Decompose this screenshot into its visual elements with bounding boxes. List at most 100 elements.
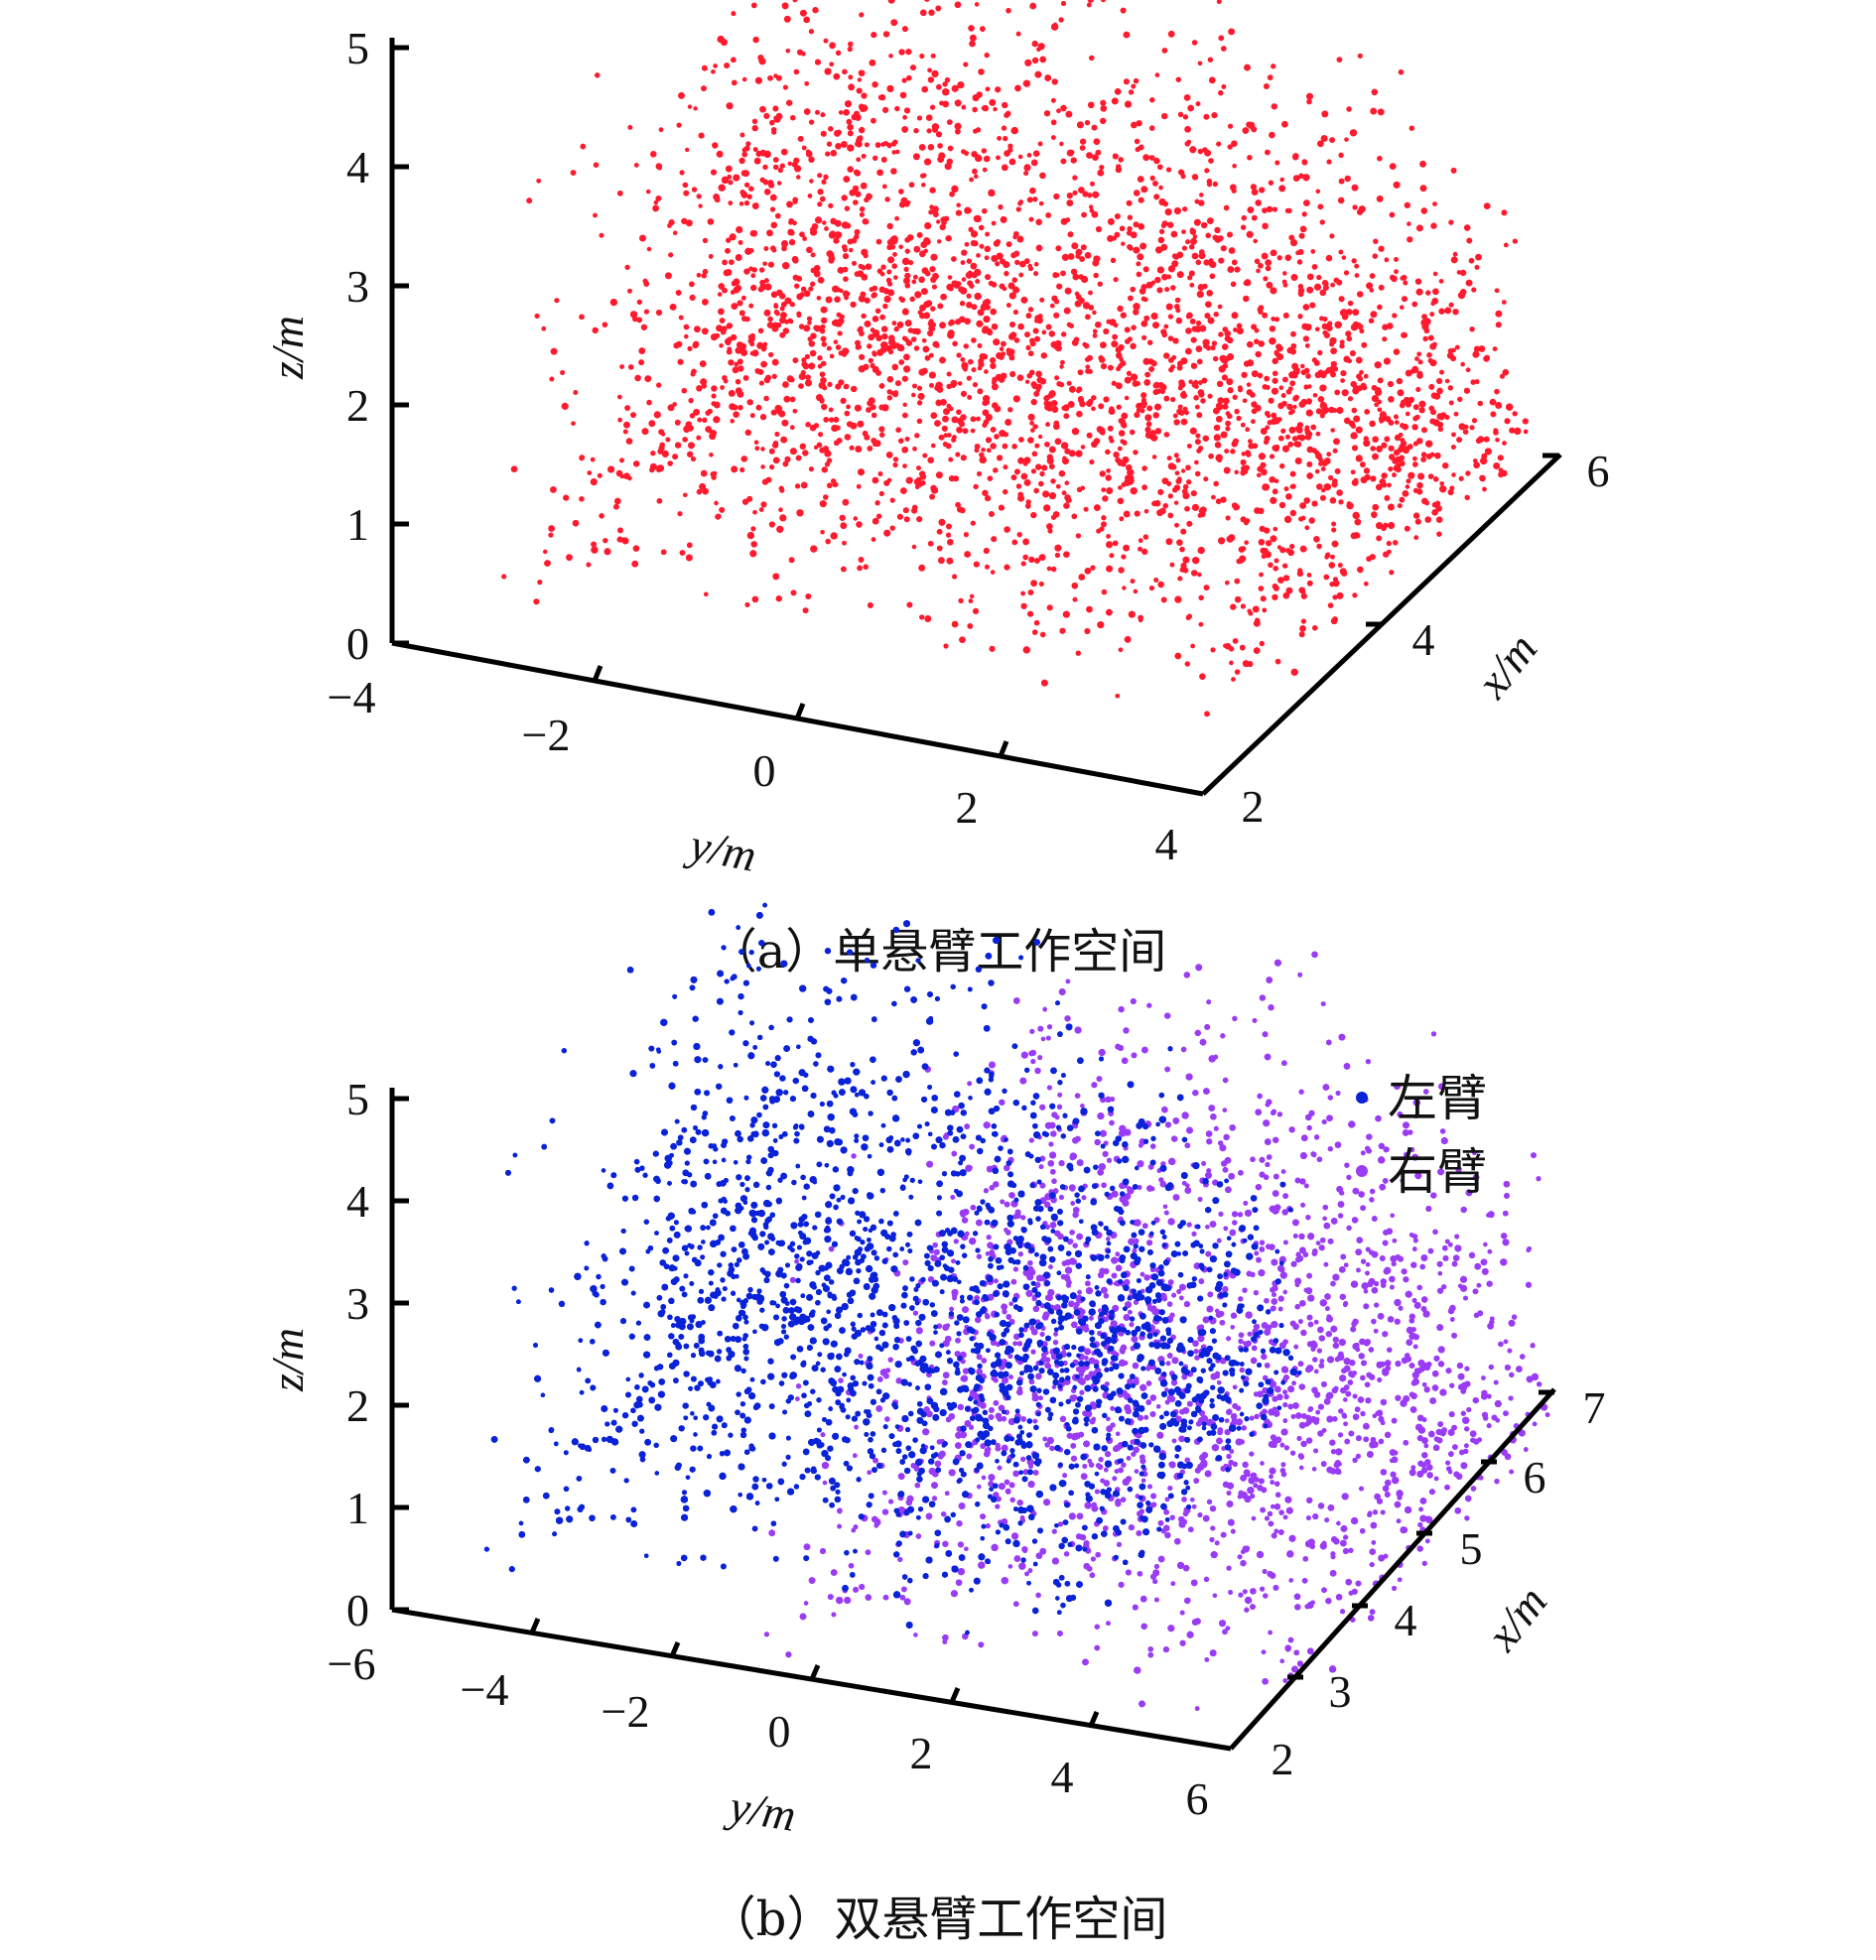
scatter-point: [1304, 525, 1310, 531]
scatter-point: [1136, 261, 1141, 267]
scatter-point: [978, 68, 985, 75]
scatter-point: [1259, 640, 1266, 647]
scatter-point: [737, 240, 743, 245]
scatter-point: [1312, 625, 1318, 631]
scatter-point: [1389, 570, 1395, 576]
scatter-point: [1012, 395, 1020, 403]
scatter-point: [1268, 562, 1273, 569]
scatter-point: [892, 457, 899, 462]
scatter-point: [964, 551, 971, 558]
scatter-point: [1014, 259, 1020, 266]
scatter-point: [1258, 539, 1266, 546]
scatter-point: [940, 293, 947, 301]
scatter-point: [1336, 591, 1344, 599]
scatter-point: [1007, 348, 1015, 356]
scatter-point: [1177, 404, 1183, 410]
scatter-point: [771, 373, 777, 379]
scatter-point: [843, 253, 849, 260]
scatter-point: [1114, 88, 1122, 95]
scatter-point: [854, 404, 862, 412]
scatter-point: [1087, 0, 1094, 3]
scatter-point: [580, 143, 587, 150]
scatter-point: [1075, 533, 1082, 539]
scatter-point: [1284, 254, 1292, 261]
scatter-point: [1317, 396, 1325, 403]
scatter-point: [741, 76, 747, 82]
scatter-point: [790, 448, 797, 456]
scatter-point: [895, 427, 901, 433]
scatter-point: [1189, 319, 1196, 325]
scatter-point: [918, 276, 925, 284]
scatter-point: [871, 316, 879, 323]
scatter-point: [1302, 335, 1309, 342]
scatter-point: [1412, 404, 1419, 411]
scatter-point: [1293, 394, 1299, 401]
scatter-point: [1282, 376, 1288, 383]
scatter-point: [1136, 408, 1141, 413]
scatter-point: [984, 255, 990, 261]
scatter-point: [769, 464, 775, 470]
scatter-point: [719, 506, 726, 513]
scatter-point: [1071, 428, 1080, 436]
scatter-point: [579, 496, 585, 502]
scatter-point: [1208, 453, 1214, 459]
scatter-point: [1030, 512, 1037, 519]
scatter-point: [1315, 431, 1321, 437]
scatter-point: [1109, 406, 1115, 412]
scatter-point: [1138, 223, 1144, 230]
scatter-point: [763, 309, 771, 317]
scatter-point: [1022, 646, 1030, 654]
scatter-point: [1241, 452, 1247, 457]
scatter-point: [1032, 424, 1038, 430]
scatter-point: [1436, 377, 1443, 385]
scatter-point: [1273, 566, 1278, 572]
scatter-point: [878, 426, 885, 433]
scatter-point: [779, 163, 785, 169]
scatter-point: [622, 429, 628, 435]
scatter-point: [1174, 652, 1182, 660]
scatter-point: [1404, 525, 1410, 532]
scatter-point: [934, 420, 941, 427]
scatter-point: [1046, 566, 1052, 572]
scatter-point: [1148, 125, 1155, 131]
scatter-point: [992, 402, 999, 409]
scatter-point: [805, 422, 811, 428]
scatter-point: [1206, 178, 1213, 185]
scatter-point: [893, 390, 898, 395]
scatter-point: [819, 500, 827, 508]
scatter-point: [1090, 565, 1096, 571]
scatter-point: [922, 338, 927, 343]
scatter-point: [918, 144, 926, 151]
scatter-point: [859, 126, 866, 134]
scatter-point: [1504, 418, 1511, 425]
scatter-point: [1053, 193, 1060, 200]
scatter-point: [968, 25, 975, 32]
scatter-point: [1434, 453, 1441, 459]
scatter-point: [1115, 167, 1122, 174]
scatter-point: [859, 353, 866, 360]
scatter-point: [735, 378, 741, 385]
scatter-point: [871, 537, 876, 542]
scatter-point: [1158, 228, 1165, 235]
scatter-point: [970, 428, 976, 434]
scatter-point: [657, 165, 662, 171]
scatter-point: [1205, 232, 1211, 238]
scatter-point: [1189, 244, 1195, 250]
scatter-point: [1341, 389, 1349, 397]
scatter-point: [1076, 410, 1083, 418]
scatter-point: [995, 261, 1001, 267]
scatter-point: [728, 390, 736, 397]
scatter-point: [802, 450, 809, 457]
scatter-point: [1369, 420, 1376, 428]
scatter-point: [1270, 496, 1277, 504]
scatter-point: [759, 105, 766, 113]
scatter-point: [1416, 438, 1423, 445]
scatter-point: [1272, 593, 1278, 600]
scatter-point: [1446, 352, 1454, 359]
scatter-point: [1330, 428, 1335, 433]
scatter-point: [789, 425, 795, 431]
scatter-point: [1081, 211, 1087, 218]
scatter-point: [1139, 288, 1146, 295]
scatter-point: [1264, 527, 1271, 534]
scatter-point: [1271, 412, 1277, 419]
